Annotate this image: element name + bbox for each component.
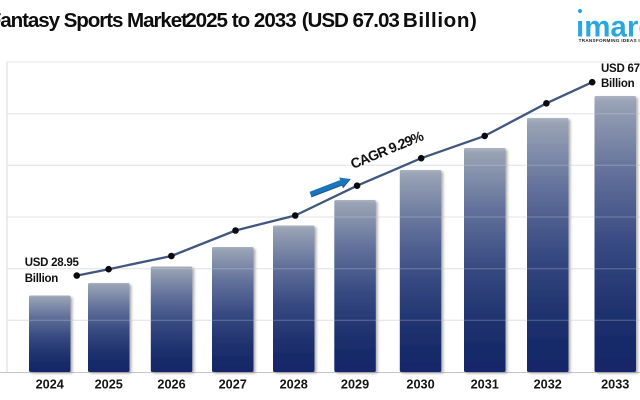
svg-text:2026: 2026 (157, 377, 185, 391)
svg-text:Billion): Billion) (403, 9, 478, 32)
svg-text:TRANSFORMING IDEAS INTO VIABLE: TRANSFORMING IDEAS INTO VIABLE (579, 38, 640, 43)
svg-text:2024: 2024 (36, 377, 64, 391)
svg-text:(USD 67.03: (USD 67.03 (302, 9, 400, 32)
svg-text:2031: 2031 (471, 377, 499, 391)
svg-text:Billion: Billion (601, 78, 635, 90)
svg-text:2027: 2027 (219, 377, 247, 391)
svg-text:USD 28.95: USD 28.95 (25, 257, 80, 269)
svg-text:2028: 2028 (280, 377, 308, 391)
svg-text:2025 to 2033: 2025 to 2033 (185, 9, 296, 32)
svg-text:ımarc: ımarc (576, 11, 640, 44)
svg-text:2032: 2032 (534, 377, 562, 391)
svg-text:2029: 2029 (341, 377, 369, 391)
svg-text:Fantasy Sports Market: Fantasy Sports Market (0, 9, 188, 32)
svg-text:2025: 2025 (95, 377, 123, 391)
svg-text:USD 67.03: USD 67.03 (601, 63, 640, 75)
svg-text:2030: 2030 (406, 377, 434, 391)
svg-text:Billion: Billion (25, 273, 59, 285)
svg-text:2033: 2033 (601, 377, 629, 391)
